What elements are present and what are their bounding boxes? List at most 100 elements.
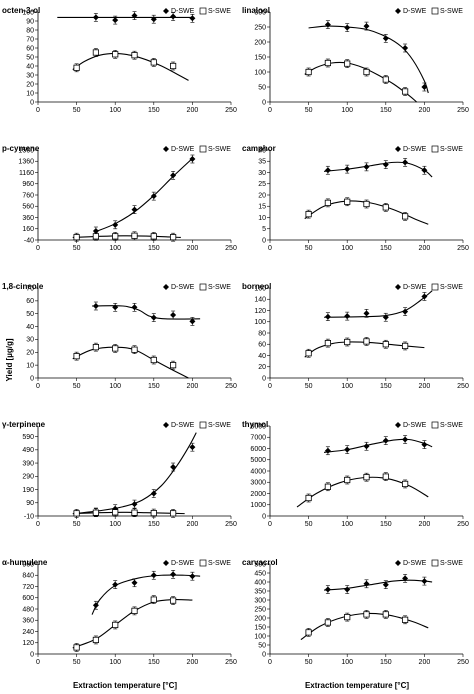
x-tick-label: 200	[419, 245, 431, 252]
legend-label: S-SWE	[440, 422, 463, 429]
legend-label: D-SWE	[171, 422, 195, 429]
x-tick-label: 50	[73, 245, 81, 252]
data-point-diamond	[189, 444, 196, 451]
y-tick-label: 40	[26, 324, 34, 331]
data-point-square	[73, 64, 80, 71]
fit-curve	[308, 25, 429, 94]
y-tick-label: 960	[22, 561, 34, 568]
y-tick-label: 120	[254, 308, 266, 315]
fit-curve	[323, 579, 433, 591]
x-tick-label: 200	[187, 245, 199, 252]
data-point-square	[401, 213, 409, 220]
legend-marker-square	[431, 283, 439, 291]
x-tick-label: 50	[305, 659, 313, 666]
data-point-diamond	[402, 575, 409, 582]
y-tick-label: 50	[26, 311, 34, 318]
legend-marker-diamond	[163, 146, 169, 152]
x-tick-label: 150	[148, 107, 160, 114]
series-S-SWE	[304, 197, 429, 225]
series-S-SWE	[300, 610, 429, 641]
y-tick-label: 150	[254, 624, 266, 631]
legend-marker-square	[199, 421, 207, 429]
y-tick-label: 200	[254, 615, 266, 622]
panel-title: linalool	[242, 6, 270, 15]
x-tick-label: 200	[187, 383, 199, 390]
x-tick-label: 150	[148, 245, 160, 252]
data-point-square	[92, 49, 99, 56]
series-D-SWE	[57, 11, 196, 25]
data-point-square	[305, 629, 312, 636]
data-point-diamond	[150, 193, 157, 200]
data-point-square	[305, 494, 312, 502]
data-point-square	[363, 68, 370, 76]
data-point-diamond	[344, 313, 351, 320]
x-tick-label: 200	[187, 107, 199, 114]
data-point-diamond	[324, 447, 331, 454]
legend-marker-diamond	[163, 284, 169, 290]
y-tick-label: 20	[258, 192, 266, 199]
x-tick-label: 100	[341, 659, 353, 666]
y-tick-label: 35	[258, 159, 266, 166]
data-point-diamond	[382, 437, 389, 444]
y-tick-label: 1560	[18, 147, 34, 154]
x-tick-label: 100	[341, 521, 353, 528]
fit-curve	[76, 432, 197, 514]
series-D-SWE	[323, 158, 433, 178]
legend-marker-diamond	[395, 146, 401, 152]
data-point-diamond	[92, 602, 99, 609]
data-point-diamond	[189, 573, 196, 580]
data-point-square	[131, 607, 138, 614]
data-point-square	[324, 483, 332, 490]
x-tick-label: 100	[109, 383, 121, 390]
data-point-square	[73, 510, 80, 517]
y-tick-label: 50	[26, 54, 34, 61]
y-tick-label: 25	[258, 181, 266, 188]
data-point-diamond	[363, 580, 370, 587]
y-tick-label: 10	[258, 215, 266, 222]
y-tick-label: 140	[254, 297, 266, 304]
data-point-diamond	[421, 441, 428, 448]
data-point-diamond	[150, 16, 157, 23]
x-tick-label: 50	[305, 107, 313, 114]
y-tick-label: 90	[26, 500, 34, 507]
y-tick-label: 560	[22, 204, 34, 211]
y-tick-label: 80	[26, 27, 34, 34]
data-point-square	[150, 356, 157, 364]
data-point-square	[363, 611, 370, 618]
x-tick-label: 50	[73, 659, 81, 666]
x-tick-label: 150	[380, 521, 392, 528]
data-point-diamond	[363, 163, 370, 170]
legend-label: S-SWE	[440, 146, 463, 153]
data-point-diamond	[324, 167, 331, 174]
x-tick-label: 50	[73, 521, 81, 528]
data-point-diamond	[344, 446, 351, 453]
legend-marker-square	[199, 145, 207, 153]
data-point-diamond	[170, 13, 177, 20]
series-D-SWE	[308, 20, 429, 94]
y-tick-label: 290	[22, 474, 34, 481]
data-point-diamond	[150, 572, 157, 579]
y-tick-label: 400	[254, 579, 266, 586]
x-tick-label: 250	[457, 659, 469, 666]
y-tick-label: 60	[26, 298, 34, 305]
x-tick-label: 250	[457, 107, 469, 114]
panel-10: 0 50 100 150 200 250 300 350 400 450 500 0 50 100 150 2…	[242, 558, 469, 666]
y-tick-label: 80	[258, 330, 266, 337]
panel-title: γ-terpinene	[2, 420, 46, 429]
x-tick-label: 50	[73, 383, 81, 390]
data-point-diamond	[170, 312, 177, 318]
y-tick-label: 10	[26, 90, 34, 97]
data-point-square	[131, 509, 138, 516]
data-point-square	[344, 338, 351, 346]
data-point-square	[73, 353, 80, 360]
data-point-diamond	[170, 464, 177, 471]
data-point-diamond	[382, 161, 389, 168]
panel-4: 0 5 10 15 20 25 30 35 40 0 50 100 150 200 250 camphor D-…	[242, 144, 469, 252]
data-point-diamond	[382, 314, 389, 321]
y-tick-label: 1000	[250, 502, 266, 509]
data-point-diamond	[112, 17, 119, 24]
data-point-diamond	[112, 581, 119, 588]
data-point-square	[92, 344, 99, 351]
y-tick-label: 30	[26, 337, 34, 344]
y-tick-label: 5	[262, 226, 266, 233]
